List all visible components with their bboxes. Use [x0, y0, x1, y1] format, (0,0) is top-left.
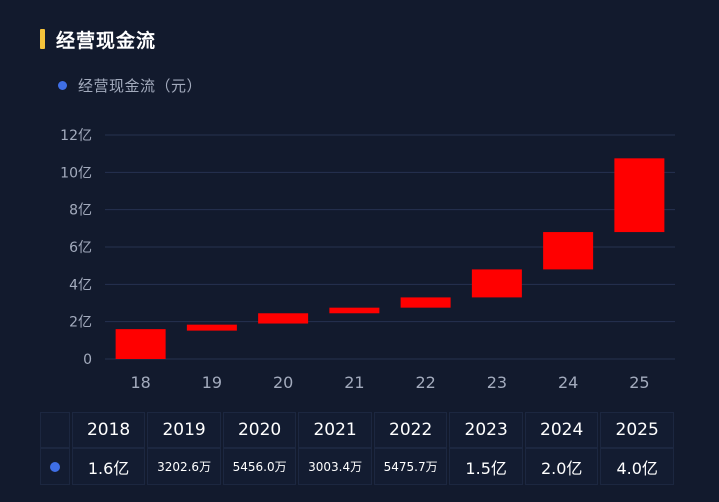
- bar-18[interactable]: [115, 329, 166, 359]
- table-series-marker-cell: [40, 448, 70, 485]
- bar-19[interactable]: [186, 324, 237, 331]
- x-tick-label: 23: [487, 373, 507, 392]
- y-tick-label: 6亿: [69, 240, 92, 256]
- table-value-cell: 5475.7万: [373, 448, 448, 485]
- y-tick-label: 4亿: [69, 277, 92, 293]
- table-year-cell: 2021: [298, 412, 372, 448]
- title-accent-bar: [40, 29, 45, 49]
- x-tick-label: 24: [558, 373, 578, 392]
- table-row: 1.6亿 3202.6万 5456.0万 3003.4万 5475.7万 1.5亿 2.0亿…: [40, 448, 676, 485]
- y-tick-label: 10亿: [60, 165, 92, 181]
- chart-title-row: 经营现金流: [40, 26, 156, 52]
- chart-canvas: 0 2亿 4亿 6亿 8亿 10亿 12亿 18 19 20 21 22 23 24 25: [60, 128, 675, 392]
- legend[interactable]: 经营现金流（元）: [58, 75, 202, 96]
- bar-22[interactable]: [400, 297, 451, 308]
- legend-label: 经营现金流（元）: [78, 77, 203, 95]
- table-header-row: 2018 2019 2020 2021 2022 2023 2024 2025: [40, 412, 676, 448]
- table-value-cell: 2.0亿: [524, 448, 599, 485]
- x-tick-label: 20: [273, 373, 293, 392]
- table-corner-cell: [40, 412, 70, 448]
- data-table: 2018 2019 2020 2021 2022 2023 2024 2025 1.6亿 320…: [40, 412, 676, 485]
- table-value-cell: 3003.4万: [298, 448, 372, 485]
- table-year-cell: 2019: [147, 412, 221, 448]
- table-year-cell: 2022: [373, 412, 448, 448]
- y-tick-label: 0: [83, 352, 92, 368]
- x-tick-label: 18: [130, 373, 150, 392]
- y-tick-label: 2亿: [69, 315, 92, 331]
- table-value-cell: 3202.6万: [147, 448, 221, 485]
- chart-title: 经营现金流: [56, 29, 157, 52]
- bar-23[interactable]: [471, 269, 522, 298]
- bar-21[interactable]: [329, 307, 380, 314]
- bar-20[interactable]: [258, 313, 309, 324]
- legend-marker: [58, 81, 67, 90]
- table-year-cell: 2018: [71, 412, 146, 448]
- bar-24[interactable]: [543, 232, 594, 270]
- x-tick-label: 19: [202, 373, 222, 392]
- table-year-cell: 2024: [524, 412, 599, 448]
- table-value-cell: 5456.0万: [222, 448, 297, 485]
- bar-25[interactable]: [614, 158, 665, 233]
- x-tick-label: 22: [415, 373, 435, 392]
- table-value-cell: 4.0亿: [600, 448, 674, 485]
- table-year-cell: 2020: [222, 412, 297, 448]
- x-tick-label: 21: [344, 373, 364, 392]
- y-tick-label: 12亿: [60, 128, 92, 144]
- table-year-cell: 2025: [600, 412, 674, 448]
- table-value-cell: 1.5亿: [449, 448, 523, 485]
- table-value-cell: 1.6亿: [71, 448, 146, 485]
- y-tick-label: 8亿: [69, 203, 92, 219]
- series-marker-dot: [49, 461, 60, 472]
- table-year-cell: 2023: [449, 412, 523, 448]
- x-tick-label: 25: [629, 373, 649, 392]
